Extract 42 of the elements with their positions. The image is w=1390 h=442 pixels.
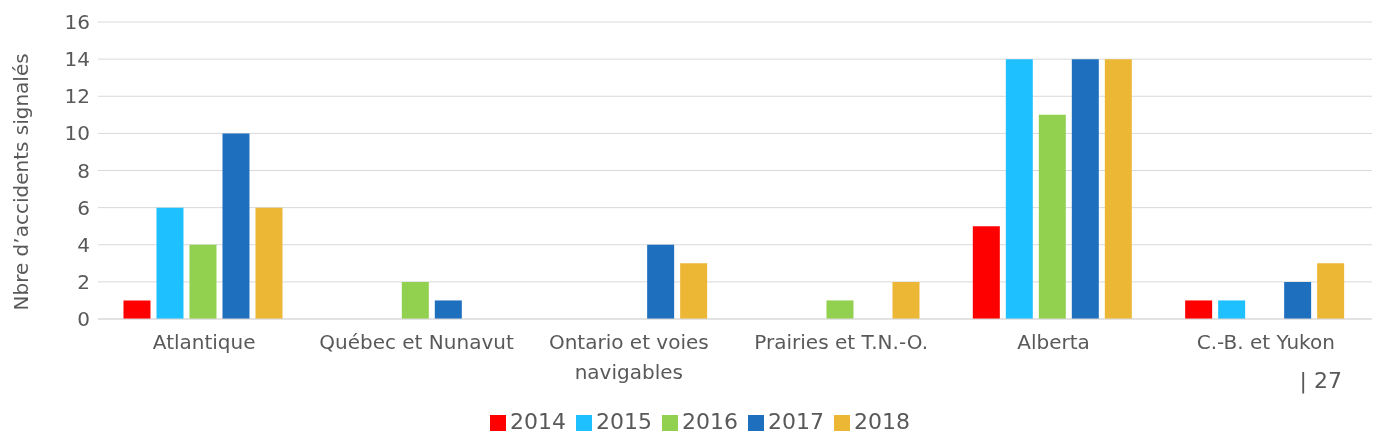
bar xyxy=(434,300,462,319)
legend-label: 2018 xyxy=(854,409,910,434)
x-tick-label: Ontario et voies navigables xyxy=(548,330,709,385)
bar xyxy=(1284,281,1312,319)
bar xyxy=(647,244,675,319)
x-tick-label: C.-B. et Yukon xyxy=(1196,330,1335,355)
bar xyxy=(156,207,184,319)
legend-label: 2015 xyxy=(596,409,652,434)
x-tick-label: Québec et Nunavut xyxy=(319,330,514,355)
y-tick-label: 16 xyxy=(64,10,90,35)
bar xyxy=(1071,59,1099,319)
y-tick-label: 0 xyxy=(77,307,90,332)
y-tick-label: 4 xyxy=(77,232,90,257)
x-tick-label: Alberta xyxy=(1017,330,1090,355)
bar xyxy=(1185,300,1213,319)
bar xyxy=(1005,59,1033,319)
bar xyxy=(972,226,1000,319)
bar xyxy=(255,207,283,319)
y-tick-label: 2 xyxy=(77,269,90,294)
bar xyxy=(892,281,920,319)
bar xyxy=(680,263,708,319)
y-tick-label: 8 xyxy=(77,158,90,183)
y-axis-title: Nbre d’accidents signalés xyxy=(9,53,34,311)
y-tick-label: 10 xyxy=(64,121,90,146)
bar xyxy=(1218,300,1246,319)
bar xyxy=(189,244,217,319)
legend-label: 2014 xyxy=(510,409,566,434)
bar xyxy=(1317,263,1345,319)
x-tick-label: Atlantique xyxy=(152,330,256,355)
bar xyxy=(1104,59,1132,319)
bar xyxy=(401,281,429,319)
text: | 27 xyxy=(1299,368,1342,393)
x-tick-label: Prairies et T.N.-O. xyxy=(754,330,929,355)
bar xyxy=(222,133,250,319)
y-tick-label: 6 xyxy=(77,195,90,220)
y-tick-label: 14 xyxy=(64,47,90,72)
bar xyxy=(1038,114,1066,319)
bar xyxy=(826,300,854,319)
legend-label: 2017 xyxy=(768,409,824,434)
y-tick-label: 12 xyxy=(64,84,90,109)
legend-label: 2016 xyxy=(682,409,738,434)
bar xyxy=(123,300,151,319)
